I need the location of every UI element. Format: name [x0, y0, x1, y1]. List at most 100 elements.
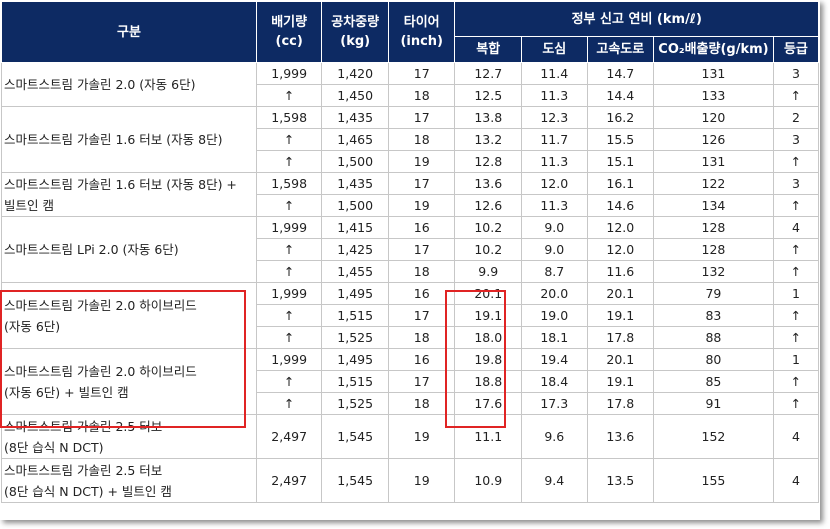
- row-group-label: 스마트스트림 가솔린 2.5 터보 (8단 습식 N DCT): [1, 414, 257, 459]
- cell-co2: 80: [653, 348, 774, 371]
- cell-tire: 17: [387, 172, 456, 195]
- cell-curb-weight: 1,435: [321, 172, 389, 195]
- cell-curb-weight: 1,515: [321, 370, 389, 393]
- cell-curb-weight: 1,450: [321, 84, 389, 107]
- cell-city: 8.7: [521, 260, 588, 283]
- row-group-label: 스마트스트림 가솔린 2.0 (자동 6단): [1, 62, 257, 107]
- cell-curb-weight: 1,525: [321, 392, 389, 415]
- cell-co2: 79: [653, 282, 774, 305]
- cell-co2: 85: [653, 370, 774, 393]
- row-group-label: 스마트스트림 가솔린 2.5 터보 (8단 습식 N DCT) + 빌트인 캠: [1, 458, 257, 503]
- cell-displacement: 2,497: [255, 458, 323, 503]
- row-group-label: 스마트스트림 가솔린 2.0 하이브리드 (자동 6단): [1, 282, 257, 349]
- cell-tire: 19: [387, 194, 456, 217]
- spec-table-frame: 구분 배기량 (cc) 공차중량 (kg) 타이어 (inch) 정부 신고 연…: [1, 1, 820, 503]
- cell-grade: 1: [772, 282, 820, 305]
- cell-highway: 20.1: [586, 282, 655, 305]
- cell-city: 9.4: [521, 458, 588, 503]
- cell-combined: 18.0: [454, 326, 523, 349]
- cell-tire: 18: [387, 392, 456, 415]
- cell-highway: 12.0: [586, 238, 655, 261]
- header-grade: 등급: [772, 36, 820, 63]
- header-combined: 복합: [454, 36, 523, 63]
- cell-city: 9.6: [521, 414, 588, 459]
- cell-highway: 14.6: [586, 194, 655, 217]
- table-row: ↑ 1,500 19 12.8 11.3 15.1 131 ↑: [2, 150, 820, 173]
- header-highway: 고속도로: [586, 36, 655, 63]
- table-row: 스마트스트림 가솔린 2.5 터보 (8단 습식 N DCT) 2,497 1,54…: [1, 414, 820, 459]
- cell-displacement: 1,598: [255, 106, 323, 129]
- cell-co2: 122: [653, 172, 774, 195]
- cell-grade: ↑: [772, 238, 820, 261]
- cell-co2: 88: [653, 326, 774, 349]
- table-row: 스마트스트림 가솔린 2.0 (자동 6단) 1,999 1,420 17 12.7 11…: [1, 62, 820, 107]
- cell-grade: ↑: [772, 392, 820, 415]
- cell-co2: 128: [653, 216, 774, 239]
- cell-displacement: 1,999: [255, 216, 323, 239]
- cell-tire: 16: [387, 216, 456, 239]
- cell-city: 11.3: [521, 194, 588, 217]
- cell-co2: 132: [653, 260, 774, 283]
- cell-combined: 17.6: [454, 392, 523, 415]
- cell-displacement: ↑: [255, 128, 323, 151]
- cell-co2: 83: [653, 304, 774, 327]
- cell-combined: 12.8: [454, 150, 523, 173]
- cell-city: 18.1: [521, 326, 588, 349]
- row-group-label: 스마트스트림 LPi 2.0 (자동 6단): [1, 216, 257, 283]
- cell-highway: 13.5: [586, 458, 655, 503]
- cell-combined: 10.9: [454, 458, 523, 503]
- cell-tire: 16: [387, 348, 456, 371]
- table-row: ↑ 1,515 17 19.1 19.0 19.1 83 ↑: [2, 304, 820, 327]
- cell-grade: 2: [772, 106, 820, 129]
- cell-grade: ↑: [772, 260, 820, 283]
- cell-displacement: ↑: [255, 150, 323, 173]
- cell-curb-weight: 1,455: [321, 260, 389, 283]
- table-row: 스마트스트림 가솔린 2.0 하이브리드 (자동 6단) + 빌트인 캠 1,99…: [1, 348, 820, 415]
- table-body: 스마트스트림 가솔린 2.0 (자동 6단) 1,999 1,420 17 12.7 11…: [1, 62, 820, 503]
- row-group-label: 스마트스트림 가솔린 1.6 터보 (자동 8단) + 빌트인 캠: [1, 172, 257, 217]
- cell-co2: 120: [653, 106, 774, 129]
- cell-displacement: ↑: [255, 326, 323, 349]
- cell-displacement: ↑: [255, 194, 323, 217]
- header-city: 도심: [521, 36, 588, 63]
- cell-highway: 15.1: [586, 150, 655, 173]
- cell-curb-weight: 1,545: [321, 414, 389, 459]
- cell-highway: 11.6: [586, 260, 655, 283]
- cell-displacement: ↑: [255, 370, 323, 393]
- cell-highway: 12.0: [586, 216, 655, 239]
- cell-co2: 128: [653, 238, 774, 261]
- cell-combined: 19.1: [454, 304, 523, 327]
- cell-highway: 17.8: [586, 326, 655, 349]
- cell-city: 19.4: [521, 348, 588, 371]
- cell-co2: 134: [653, 194, 774, 217]
- cell-combined: 19.8: [454, 348, 523, 371]
- header-category: 구분: [1, 1, 257, 63]
- cell-tire: 18: [387, 128, 456, 151]
- cell-highway: 16.1: [586, 172, 655, 195]
- cell-co2: 131: [653, 62, 774, 85]
- cell-displacement: 1,999: [255, 62, 323, 85]
- table-row: 스마트스트림 가솔린 1.6 터보 (자동 8단) + 빌트인 캠 1,598 1,…: [1, 172, 820, 217]
- cell-tire: 17: [387, 370, 456, 393]
- cell-tire: 19: [387, 414, 456, 459]
- cell-city: 19.0: [521, 304, 588, 327]
- cell-co2: 133: [653, 84, 774, 107]
- cell-tire: 19: [387, 458, 456, 503]
- cell-highway: 19.1: [586, 304, 655, 327]
- cell-city: 12.3: [521, 106, 588, 129]
- table-row: 스마트스트림 LPi 2.0 (자동 6단) 1,999 1,415 16 10.2 9.…: [1, 216, 820, 283]
- cell-tire: 19: [387, 150, 456, 173]
- cell-city: 18.4: [521, 370, 588, 393]
- header-tire: 타이어 (inch): [387, 1, 456, 63]
- header-curb-weight: 공차중량 (kg): [321, 1, 389, 63]
- cell-city: 11.3: [521, 150, 588, 173]
- cell-tire: 17: [387, 304, 456, 327]
- cell-grade: ↑: [772, 194, 820, 217]
- cell-grade: 4: [772, 458, 820, 503]
- cell-tire: 16: [387, 282, 456, 305]
- cell-displacement: 1,598: [255, 172, 323, 195]
- cell-highway: 16.2: [586, 106, 655, 129]
- cell-tire: 18: [387, 326, 456, 349]
- cell-co2: 126: [653, 128, 774, 151]
- cell-combined: 18.8: [454, 370, 523, 393]
